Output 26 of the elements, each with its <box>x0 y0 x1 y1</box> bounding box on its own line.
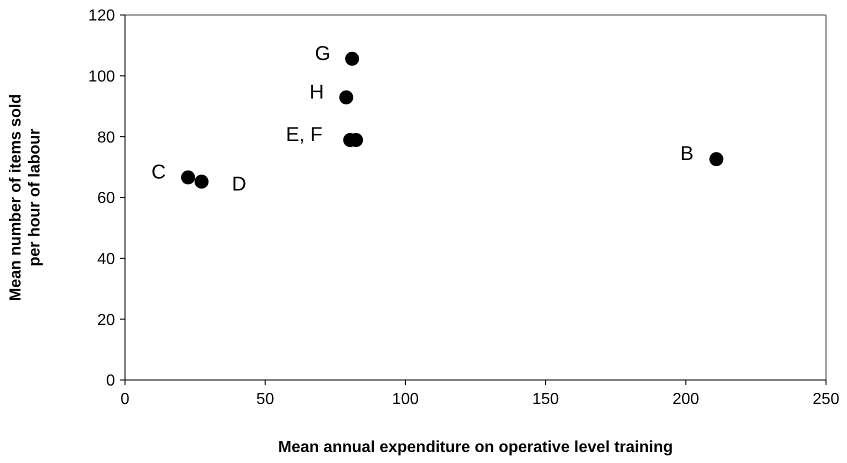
x-tick-label: 0 <box>120 391 130 408</box>
y-axis-title: Mean number of items sold per hour of labour <box>7 94 44 302</box>
point <box>194 174 209 189</box>
x-tick-label: 250 <box>812 391 840 408</box>
annotation: D <box>232 174 246 196</box>
point <box>709 152 724 166</box>
annotation: B <box>680 143 694 166</box>
point <box>339 90 354 104</box>
x-tick-label: 200 <box>672 391 700 408</box>
y-tick-label: 80 <box>97 129 116 146</box>
y-tick-label: 60 <box>97 190 116 208</box>
annotation: G <box>314 42 330 65</box>
y-tick-label: 20 <box>97 312 116 329</box>
x-tick-label: 100 <box>392 391 419 408</box>
annotation: H <box>310 81 324 104</box>
annotation: C <box>151 161 166 184</box>
point <box>345 52 360 66</box>
y-tick-label: 120 <box>88 8 116 25</box>
annotation: E, F <box>286 124 322 146</box>
y-tick-label: 100 <box>88 68 116 86</box>
point <box>181 170 196 184</box>
x-tick-label: 50 <box>256 391 274 408</box>
x-tick-label: 150 <box>532 391 560 408</box>
y-tick-label: 0 <box>106 372 116 390</box>
y-tick-label: 40 <box>97 250 116 268</box>
x-axis-title: Mean annual expenditure on operative level training <box>278 439 673 456</box>
